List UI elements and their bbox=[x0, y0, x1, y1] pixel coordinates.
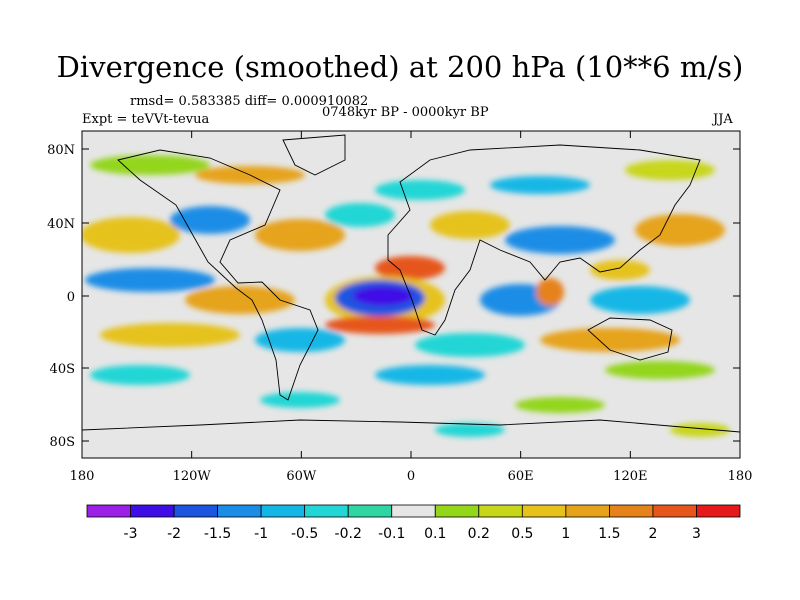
field-patch bbox=[325, 203, 395, 227]
colorbar-swatch bbox=[652, 504, 697, 518]
afroeurasia-coastline bbox=[387, 144, 701, 336]
field-patch bbox=[82, 217, 180, 253]
field-patch bbox=[185, 286, 295, 314]
field-patch bbox=[605, 361, 715, 379]
colorbar-label: -0.5 bbox=[291, 526, 318, 542]
field-patch bbox=[625, 160, 715, 180]
colorbar-label: -2 bbox=[167, 526, 181, 542]
colorbar-swatch bbox=[609, 504, 654, 518]
lon-tick-label: 0 bbox=[407, 469, 415, 484]
field-patch bbox=[590, 286, 690, 314]
lon-tick-label: 120E bbox=[613, 469, 647, 484]
colorbar-label: -0.2 bbox=[335, 526, 362, 542]
field-patch bbox=[375, 256, 445, 280]
plot-title: Divergence (smoothed) at 200 hPa (10**6 … bbox=[56, 50, 744, 84]
colorbar-swatch bbox=[130, 504, 175, 518]
coastlines bbox=[82, 134, 740, 433]
colorbar-swatch bbox=[391, 504, 436, 518]
field-patch bbox=[255, 219, 345, 251]
field-patch bbox=[490, 176, 590, 194]
lat-tick-label: 0 bbox=[67, 290, 75, 305]
field-patch bbox=[260, 392, 340, 408]
colorbar-label: -1.5 bbox=[204, 526, 231, 542]
latitude-axis: 80N 40N 0 40S 80S bbox=[47, 143, 740, 450]
colorbar-label: 2 bbox=[648, 526, 657, 542]
field-patch bbox=[255, 328, 345, 352]
colorbar: -3 -2 -1.5 -1 -0.5 -0.2 -0.1 0.1 0.2 0.5 1 1.5 2 3 bbox=[86, 504, 741, 542]
field-patch bbox=[375, 365, 485, 385]
field-patch bbox=[90, 365, 190, 385]
field-patch bbox=[353, 286, 413, 306]
field-patch bbox=[635, 214, 725, 246]
colorbar-swatch bbox=[434, 504, 480, 518]
colorbar-label: 3 bbox=[692, 526, 701, 542]
experiment-label: Expt = teVVt-tevua bbox=[82, 112, 210, 127]
field-patch bbox=[540, 328, 680, 352]
field-patch bbox=[590, 260, 650, 280]
colorbar-swatch bbox=[521, 504, 567, 518]
colorbar-label: 0.2 bbox=[468, 526, 490, 542]
colorbar-swatch bbox=[217, 504, 262, 518]
greenland-coastline bbox=[282, 134, 346, 176]
lon-tick-label: 120W bbox=[173, 469, 212, 484]
lat-tick-label: 80S bbox=[50, 435, 75, 450]
field-patch bbox=[170, 206, 250, 234]
field-patch bbox=[435, 423, 505, 437]
colorbar-label: 1.5 bbox=[598, 526, 620, 542]
australia-coastline bbox=[587, 317, 673, 361]
colorbar-swatch bbox=[478, 504, 523, 518]
lat-tick-label: 40N bbox=[47, 217, 75, 232]
field-patch bbox=[375, 180, 465, 200]
field-patch bbox=[430, 211, 510, 239]
colorbar-label: 1 bbox=[561, 526, 570, 542]
field-patch bbox=[325, 316, 435, 334]
colorbar-swatch bbox=[173, 504, 218, 518]
field-patch bbox=[515, 397, 605, 413]
field-patch bbox=[85, 268, 215, 292]
lat-tick-label: 80N bbox=[47, 143, 75, 158]
field-patch bbox=[670, 423, 730, 437]
antarctica-coastline bbox=[82, 419, 740, 433]
americas-coastline bbox=[117, 149, 319, 401]
colorbar-label: -1 bbox=[254, 526, 268, 542]
period-label: 0748kyr BP - 0000kyr BP bbox=[322, 105, 489, 120]
longitude-axis: 180 120W 60W 0 60E 120E 180 bbox=[70, 131, 753, 484]
season-label: JJA bbox=[713, 112, 733, 127]
lon-tick-label: 60E bbox=[508, 469, 534, 484]
field-patch bbox=[415, 333, 525, 357]
field-patch bbox=[100, 323, 240, 347]
lon-tick-label: 60W bbox=[286, 469, 317, 484]
colorbar-swatch bbox=[260, 504, 306, 518]
colorbar-label: -0.1 bbox=[378, 526, 405, 542]
colorbar-swatch bbox=[304, 504, 349, 518]
colorbar-swatch bbox=[86, 504, 131, 518]
divergence-field bbox=[82, 134, 740, 437]
field-patch bbox=[505, 226, 615, 254]
colorbar-label: 0.1 bbox=[424, 526, 446, 542]
colorbar-label: 0.5 bbox=[511, 526, 533, 542]
field-patch bbox=[90, 155, 210, 175]
colorbar-label: -3 bbox=[124, 526, 138, 542]
stats-text: rmsd= 0.583385 diff= 0.000910082 bbox=[130, 94, 369, 109]
lon-tick-label: 180 bbox=[70, 469, 95, 484]
colorbar-swatch bbox=[347, 504, 393, 518]
lat-tick-label: 40S bbox=[50, 362, 75, 377]
colorbar-swatch bbox=[696, 504, 741, 518]
lon-tick-label: 180 bbox=[728, 469, 753, 484]
field-patch bbox=[536, 278, 564, 306]
colorbar-swatch bbox=[565, 504, 610, 518]
